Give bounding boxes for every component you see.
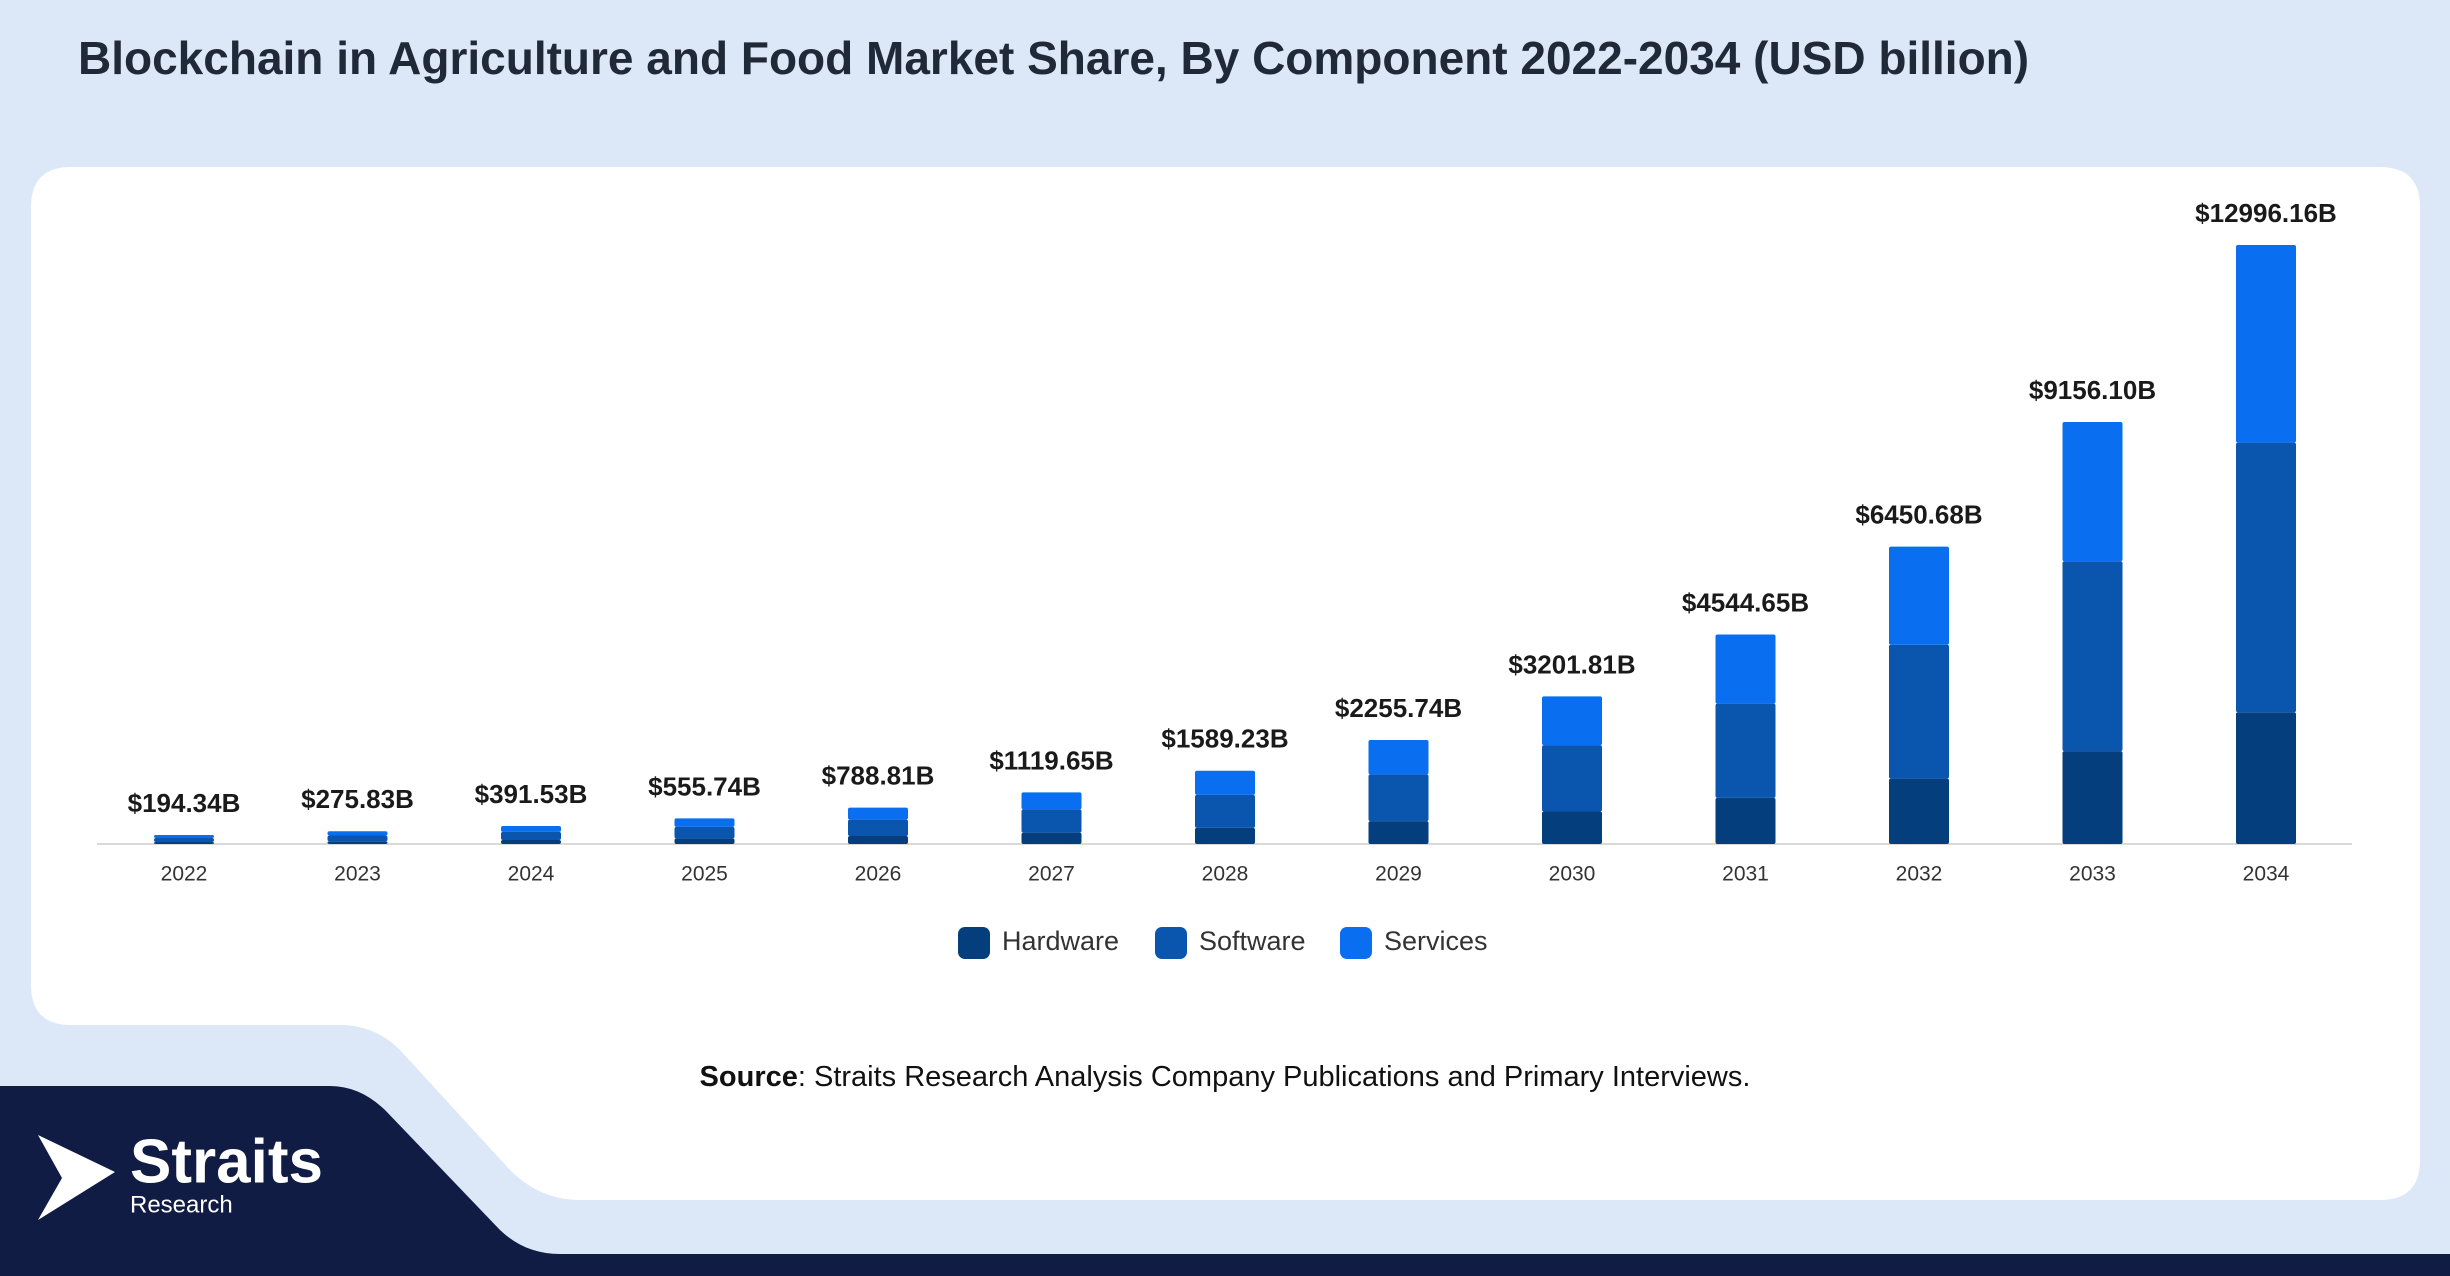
bar-segment bbox=[674, 818, 735, 827]
bar-segment bbox=[327, 835, 388, 842]
bar-segment bbox=[1368, 740, 1429, 775]
bar-segment bbox=[327, 841, 388, 844]
bar-segment bbox=[1542, 745, 1602, 812]
bar-segment bbox=[674, 838, 735, 844]
total-label: $3201.81B bbox=[1508, 649, 1635, 679]
bar-segment bbox=[1889, 778, 1949, 844]
bar-segment bbox=[848, 819, 908, 837]
bar-segment bbox=[848, 836, 908, 844]
x-tick-label: 2027 bbox=[1028, 863, 1075, 886]
total-label: $275.83B bbox=[301, 784, 414, 814]
bar-segment bbox=[1715, 703, 1776, 798]
bar-segment bbox=[1542, 696, 1602, 746]
x-tick-label: 2024 bbox=[508, 863, 555, 886]
x-tick-label: 2032 bbox=[1896, 863, 1943, 886]
bar-segment bbox=[1542, 811, 1602, 844]
x-tick-label: 2031 bbox=[1722, 863, 1769, 886]
bar-segment bbox=[501, 840, 561, 844]
legend-swatch bbox=[958, 927, 990, 959]
bar-segment bbox=[501, 825, 561, 832]
bar-segment bbox=[1021, 809, 1082, 833]
x-tick-label: 2026 bbox=[855, 863, 902, 886]
total-label: $4544.65B bbox=[1682, 587, 1809, 617]
bar-segment bbox=[1021, 832, 1082, 844]
bar-segment bbox=[2062, 751, 2123, 844]
bar-segment bbox=[1195, 794, 1255, 828]
source-label: Source bbox=[700, 1061, 798, 1093]
source: Source: Straits Research Analysis Compan… bbox=[700, 1061, 1751, 1093]
total-label: $391.53B bbox=[475, 779, 588, 809]
x-tick-label: 2022 bbox=[161, 863, 208, 886]
source-text: : Straits Research Analysis Company Publ… bbox=[798, 1061, 1751, 1093]
total-label: $1589.23B bbox=[1161, 724, 1288, 754]
bar-segment bbox=[501, 831, 561, 841]
bar-segment bbox=[2236, 245, 2296, 443]
bar-segment bbox=[1021, 792, 1082, 810]
chart-title: Blockchain in Agriculture and Food Marke… bbox=[78, 32, 2029, 84]
bar-segment bbox=[674, 826, 735, 839]
total-label: $555.74B bbox=[648, 771, 761, 801]
x-tick-label: 2028 bbox=[1202, 863, 1249, 886]
brand-band bbox=[0, 1086, 2450, 1276]
total-label: $788.81B bbox=[822, 761, 935, 791]
x-tick-label: 2029 bbox=[1375, 863, 1422, 886]
bar-segment bbox=[154, 837, 214, 843]
legend-swatch bbox=[1155, 927, 1187, 959]
legend-swatch bbox=[1340, 927, 1372, 959]
legend-label: Services bbox=[1384, 926, 1488, 956]
total-label: $194.34B bbox=[128, 788, 241, 818]
brand-name: Straits bbox=[130, 1127, 323, 1196]
bar-segment bbox=[2062, 421, 2123, 562]
bar-segment bbox=[154, 835, 214, 838]
brand-sub: Research bbox=[130, 1191, 233, 1218]
brand-icon bbox=[38, 1135, 115, 1220]
total-label: $12996.16B bbox=[2195, 198, 2337, 228]
bar-segment bbox=[327, 831, 388, 836]
total-label: $6450.68B bbox=[1855, 500, 1982, 530]
bar-segment bbox=[1889, 546, 1949, 645]
bar-segment bbox=[1368, 821, 1429, 844]
bar-segment bbox=[848, 807, 908, 820]
total-label: $1119.65B bbox=[989, 745, 1113, 775]
total-label: $2255.74B bbox=[1335, 693, 1462, 723]
bar-segment bbox=[2236, 712, 2296, 844]
bar-segment bbox=[1715, 634, 1776, 704]
bar-segment bbox=[1715, 797, 1776, 844]
bar-segment bbox=[1368, 774, 1429, 822]
x-tick-label: 2025 bbox=[681, 863, 728, 886]
x-tick-label: 2030 bbox=[1549, 863, 1596, 886]
bar-segment bbox=[154, 842, 214, 844]
bar-segment bbox=[2236, 442, 2296, 713]
legend-label: Hardware bbox=[1002, 926, 1119, 956]
x-tick-label: 2034 bbox=[2243, 863, 2290, 886]
legend-label: Software bbox=[1199, 926, 1306, 956]
bar-segment bbox=[1195, 770, 1255, 795]
bar-segment bbox=[1195, 827, 1255, 844]
x-tick-label: 2023 bbox=[334, 863, 381, 886]
bar-segment bbox=[2062, 561, 2123, 752]
bar-segment bbox=[1889, 644, 1949, 779]
total-label: $9156.10B bbox=[2029, 375, 2156, 405]
x-tick-label: 2033 bbox=[2069, 863, 2116, 886]
card bbox=[31, 167, 2420, 1200]
